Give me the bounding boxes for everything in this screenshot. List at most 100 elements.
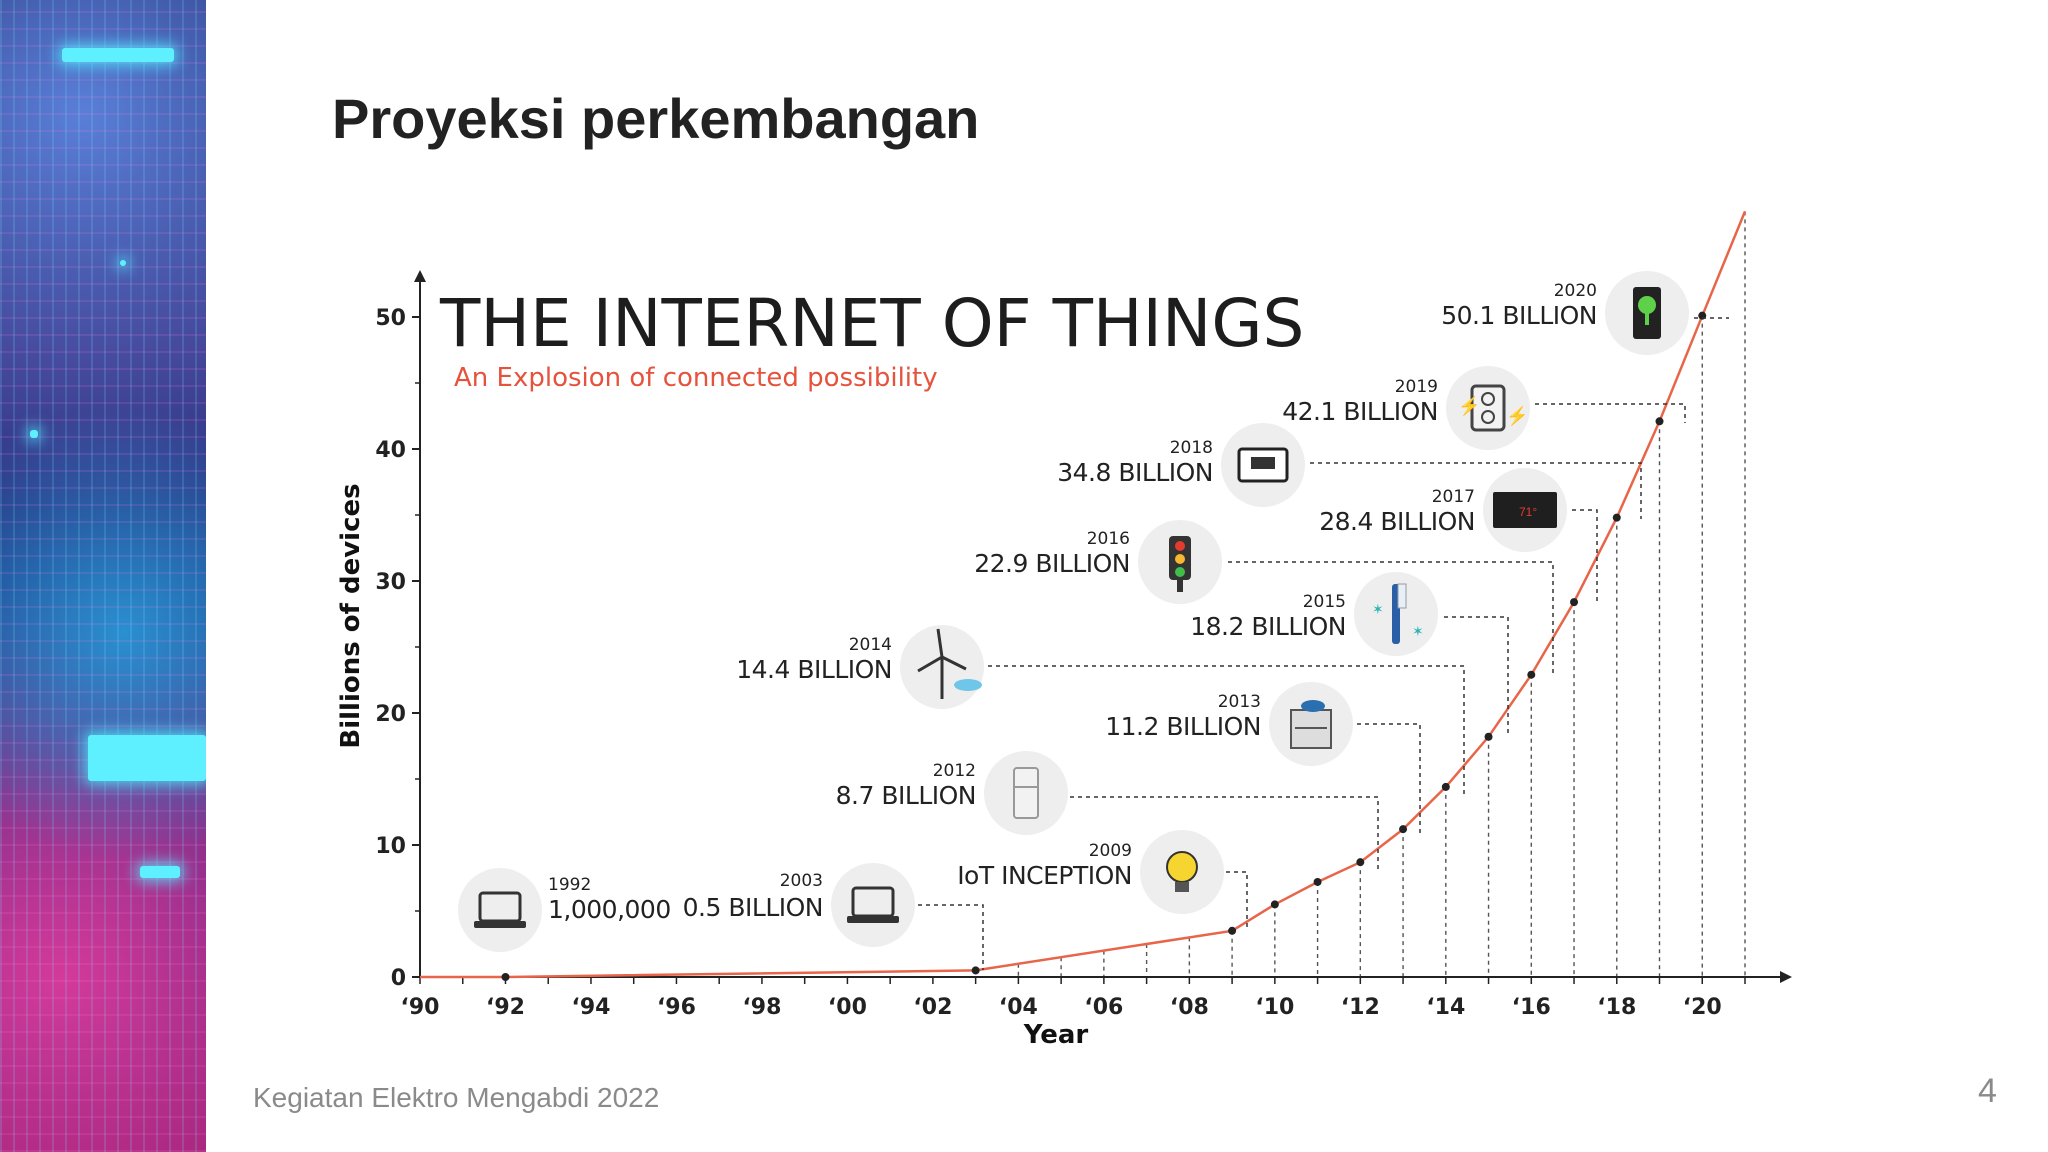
annotation-value: 18.2 BILLION [1190,612,1346,641]
annotation-year: 2003 [780,871,823,891]
svg-text:✶: ✶ [1372,601,1384,617]
x-tick-label: ‘14 [1426,995,1465,1020]
toothbrush-icon: ✶✶ [1372,583,1424,644]
annotation-value: IoT INCEPTION [957,861,1132,890]
leader-line [1070,796,1379,870]
annotation-year: 2014 [849,635,892,655]
leader-line [1357,723,1421,837]
annotation-value: 1,000,000 [548,895,671,924]
x-tick-label: ‘90 [401,995,440,1020]
x-axis-arrow [1780,971,1792,983]
y-tick-label: 10 [375,834,406,859]
leader-line [1572,509,1598,601]
leader-line [1444,616,1509,735]
growth-line [420,210,1747,981]
annotation-year: 2017 [1432,487,1475,507]
y-axis-label: Billions of devices [336,483,366,748]
annotation-value: 0.5 BILLION [683,893,823,922]
data-point [1484,732,1493,741]
chart-title: THE INTERNET OF THINGS [439,285,1304,362]
x-tick-label: ‘04 [999,995,1038,1020]
tick-labels: 0 10 20 30 40 50 ‘90 ‘92 ‘94 ‘96 ‘98 ‘00 ‘02 ‘04 ‘06 ‘0… [375,306,1721,1020]
x-axis-label: Year [1023,1020,1089,1050]
annotation-year: 2019 [1395,377,1438,397]
data-point [971,966,980,975]
x-tick-label: ‘20 [1683,995,1722,1020]
leader-line [918,904,984,970]
chart-axes [412,270,1792,984]
x-tick-label: ‘02 [913,995,952,1020]
x-tick-label: ‘98 [742,995,781,1020]
annotation-year: 2015 [1303,592,1346,612]
annotation-year: 2016 [1087,529,1130,549]
slide-title: Proyeksi perkembangan [332,87,980,150]
svg-text:✶: ✶ [1412,623,1424,639]
data-point [1356,858,1365,867]
annotation-value: 11.2 BILLION [1105,712,1261,741]
y-tick-label: 20 [375,702,406,727]
x-tick-label: ‘94 [571,995,610,1020]
footer-text: Kegiatan Elektro Mengabdi 2022 [253,1082,660,1113]
traffic-light-icon [1169,536,1191,592]
page-number: 4 [1978,1072,1997,1110]
annotation-value: 34.8 BILLION [1057,458,1213,487]
svg-text:71°: 71° [1519,505,1537,519]
x-tick-label: ‘10 [1255,995,1294,1020]
leader-line [1228,561,1554,676]
annotation-year: 2018 [1170,438,1213,458]
data-point [1655,417,1664,426]
leader-line [1310,462,1642,519]
refrigerator-icon [1013,767,1039,819]
data-point [501,972,510,981]
svg-text:⚡: ⚡ [1506,405,1528,427]
chart-subtitle: An Explosion of connected possibility [454,363,938,393]
x-tick-label: ‘12 [1341,995,1380,1020]
leader-line [1535,403,1686,423]
icon-background [458,868,542,952]
annotation-year: 2012 [933,761,976,781]
data-point [1441,782,1450,791]
x-tick-label: ‘16 [1512,995,1551,1020]
thermostat-icon: 71° [1493,492,1557,528]
laptop-icon [847,886,899,923]
leader-line [1210,871,1248,930]
x-tick-label: ‘18 [1597,995,1636,1020]
annotation-value: 8.7 BILLION [836,781,976,810]
data-point [1527,670,1536,679]
laptop-icon [474,891,526,928]
data-point [1313,877,1322,886]
data-point [1612,513,1621,522]
svg-text:⚡: ⚡ [1458,395,1480,417]
y-axis-arrow [414,270,426,282]
y-tick-label: 40 [375,438,406,463]
x-tick-label: ‘06 [1084,995,1123,1020]
leader-line [988,665,1465,795]
icon-background [831,863,915,947]
data-point [1270,900,1279,909]
data-point [1399,825,1408,834]
stove-icon [1290,700,1332,749]
annotation-value: 28.4 BILLION [1319,507,1475,536]
annotation-year: 2013 [1218,692,1261,712]
annotation-value: 50.1 BILLION [1441,301,1597,330]
y-tick-label: 30 [375,570,406,595]
x-tick-label: ‘96 [657,995,696,1020]
annotation-value: 42.1 BILLION [1282,397,1438,426]
annotation-value: 22.9 BILLION [974,549,1130,578]
data-point [1570,598,1579,607]
annotation-year: 2009 [1089,841,1132,861]
smart-lock-icon [1633,287,1661,339]
tv-icon [1237,447,1289,483]
x-tick-label: ‘00 [828,995,867,1020]
